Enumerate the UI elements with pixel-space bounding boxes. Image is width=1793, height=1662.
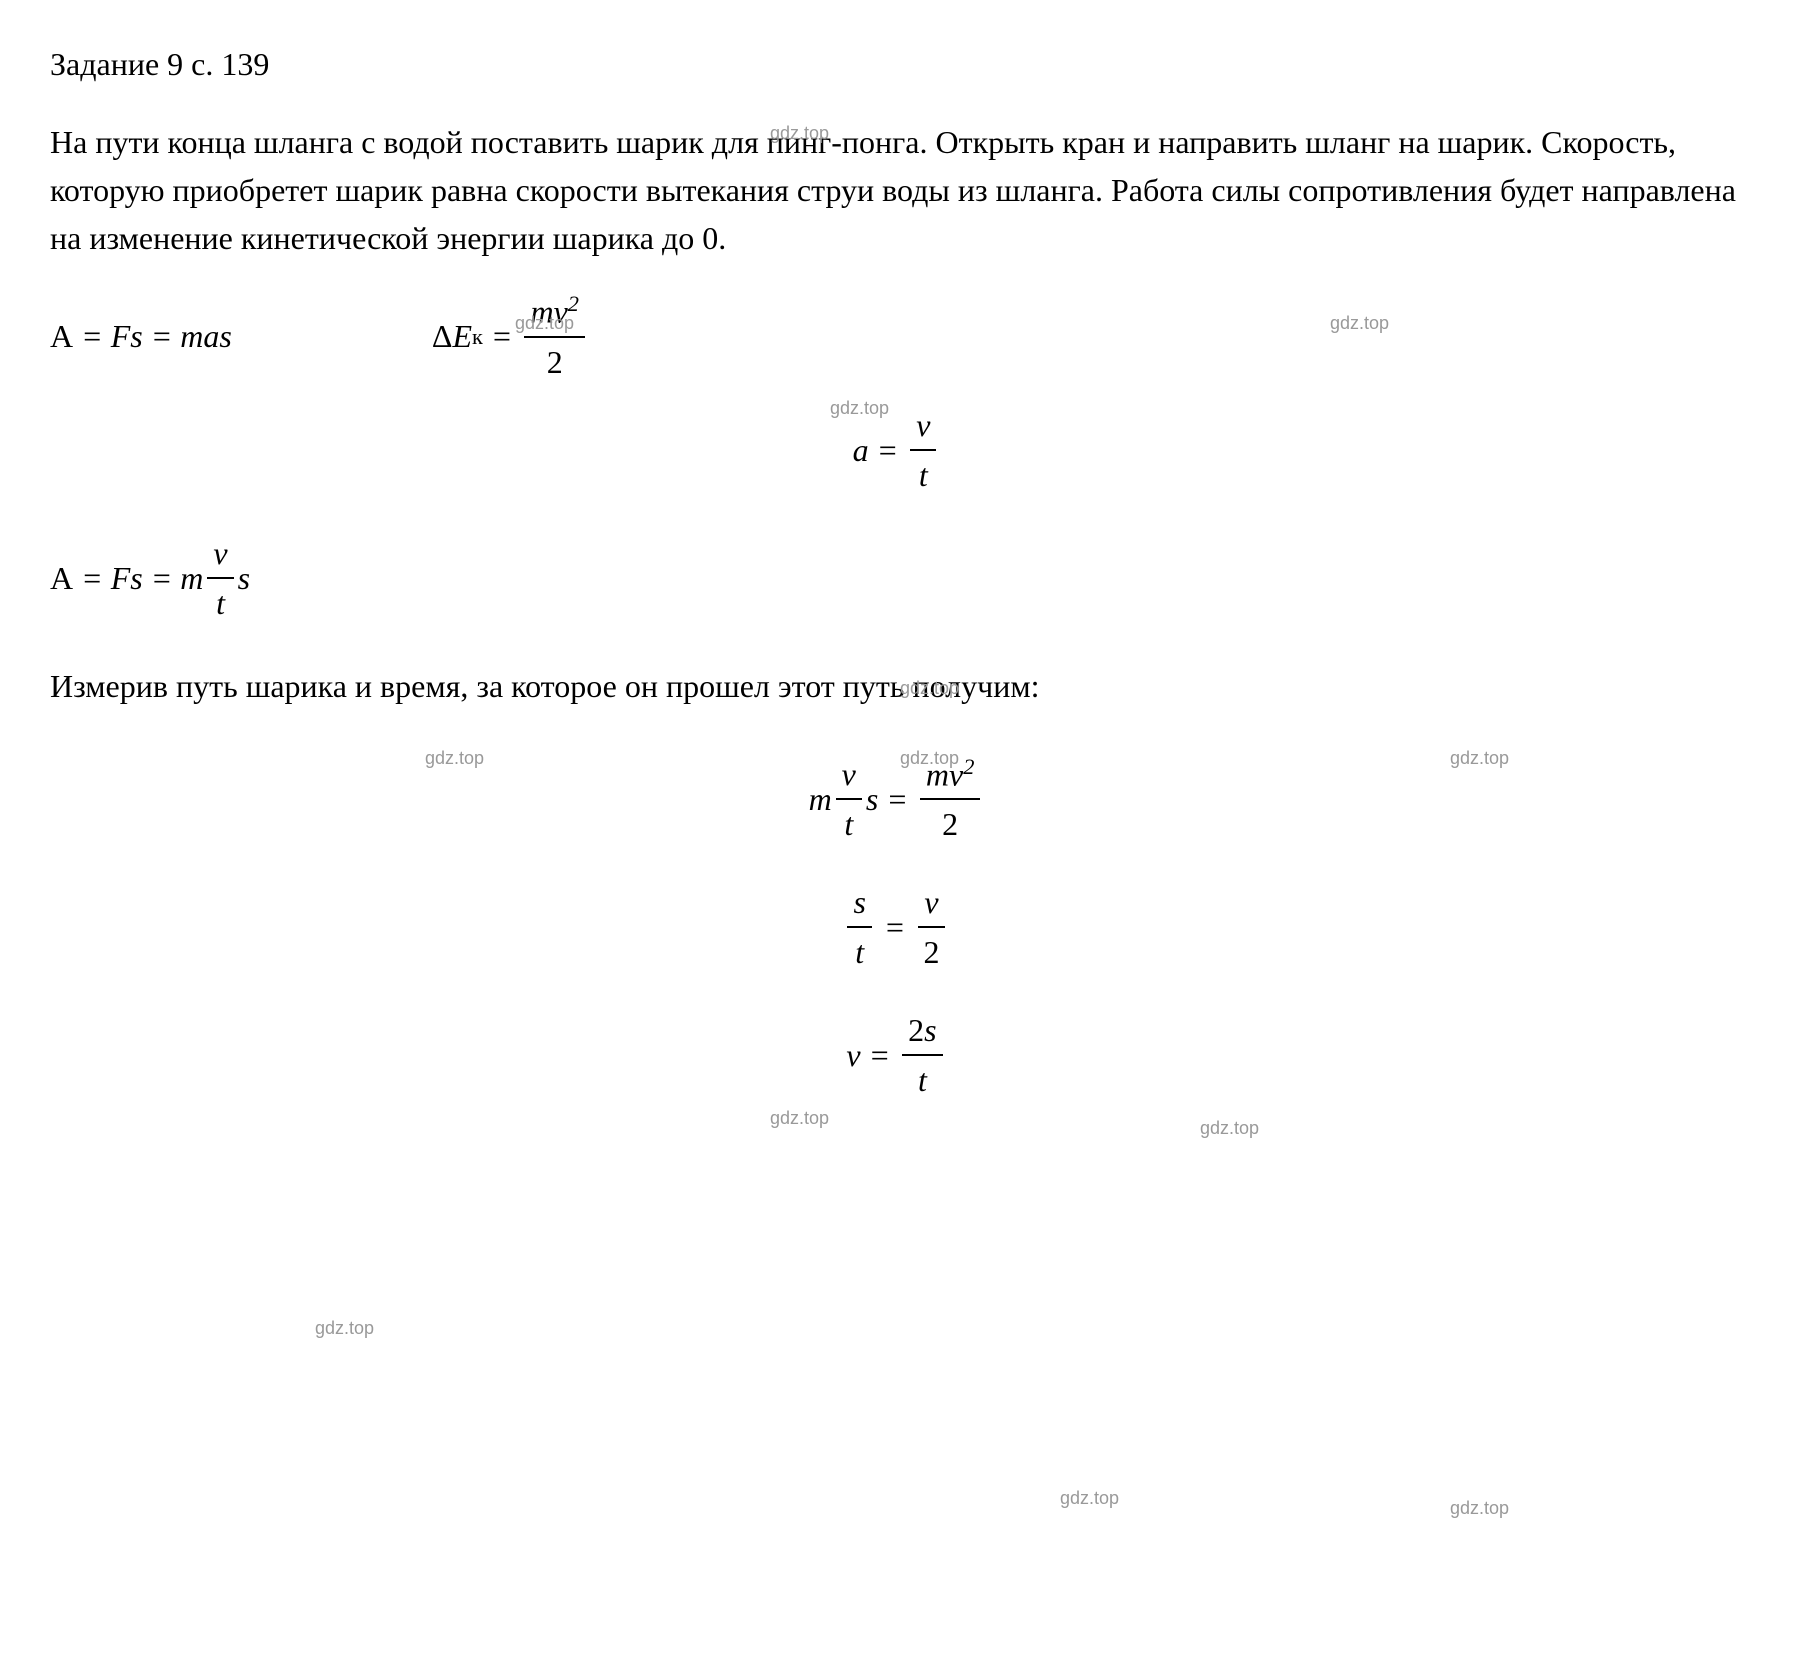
formula-final-3: v = 2s t [50, 1006, 1743, 1104]
paragraph-conclusion: Измерив путь шарика и время, за которое … [50, 662, 1743, 710]
watermark: gdz.top [315, 1315, 374, 1342]
formula-work-basic: А = Fs = mas [50, 312, 232, 360]
formula-work-expanded: А = Fs = m v t s [50, 529, 1743, 627]
paragraph-explanation: На пути конца шланга с водой поставить ш… [50, 118, 1743, 262]
watermark: gdz.top [1450, 1495, 1509, 1522]
formula-acceleration: a = v t [50, 401, 1743, 499]
document-content: gdz.top gdz.top gdz.top gdz.top gdz.top … [50, 40, 1743, 1119]
formula-row-work-and-kinetic: А = Fs = mas ΔEк = mv2 2 [50, 287, 1743, 386]
watermark: gdz.top [1060, 1485, 1119, 1512]
formula-final-1: m v t s = mv2 2 [50, 750, 1743, 849]
formula-derivation-group: m v t s = mv2 2 s t = [50, 735, 1743, 1120]
exercise-title: Задание 9 с. 139 [50, 40, 1743, 88]
formula-kinetic-energy: ΔEк = mv2 2 [432, 287, 589, 386]
formula-final-2: s t = v 2 [50, 878, 1743, 976]
